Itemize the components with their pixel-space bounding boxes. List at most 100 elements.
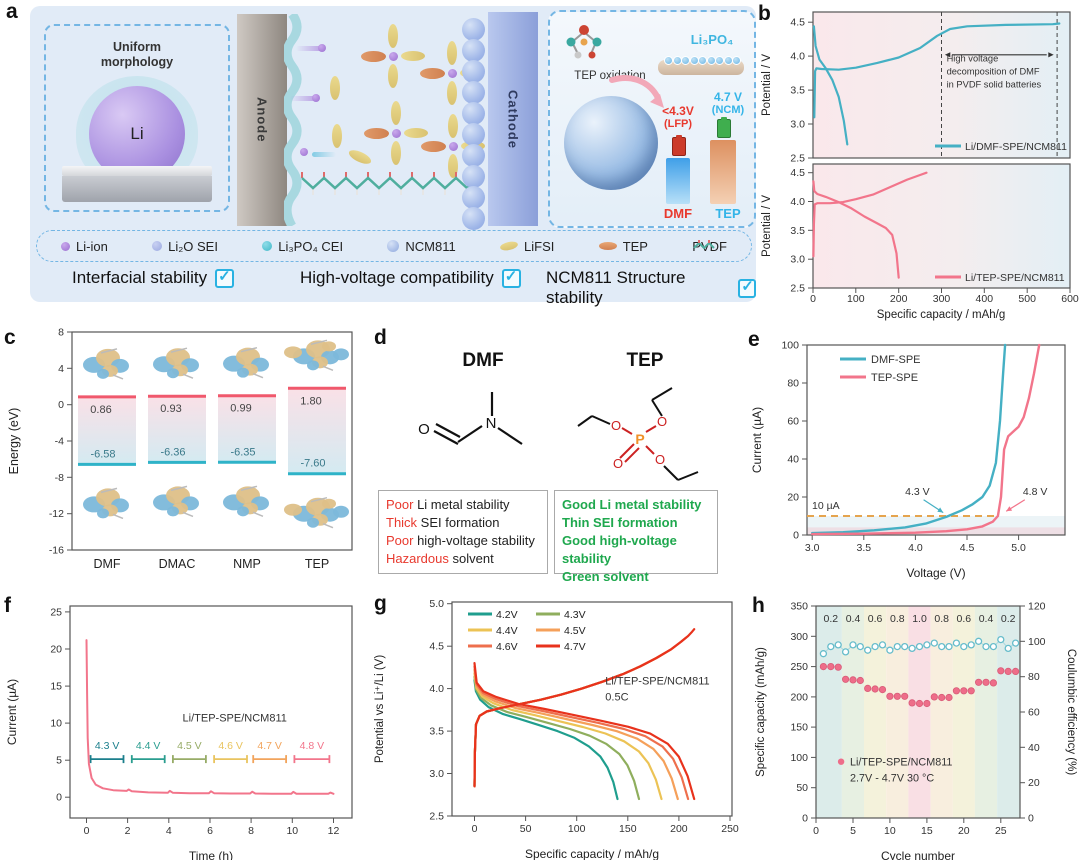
dmf-voltage-bar	[666, 158, 690, 204]
solvation-cluster	[364, 101, 428, 165]
energy-level-NMP: 0.99 -6.35 NMP	[218, 346, 276, 571]
svg-text:DMF: DMF	[93, 557, 120, 571]
svg-text:P: P	[635, 431, 644, 447]
svg-text:80: 80	[1028, 671, 1040, 683]
ncm811-sphere	[462, 165, 485, 188]
uniform-morphology-caption: Uniform morphology	[100, 40, 174, 69]
svg-text:0: 0	[793, 530, 799, 542]
svg-text:4.6V: 4.6V	[496, 641, 518, 653]
schematic-legend: Li-ion Li₂O SEI Li₃PO₄ CEI NCM811 LiFSI TEP PV…	[36, 230, 752, 262]
svg-text:-16: -16	[49, 545, 64, 557]
svg-text:Li/TEP-SPE/NCM811: Li/TEP-SPE/NCM811	[850, 757, 952, 769]
lifsi-icon	[499, 240, 519, 252]
ncm811-particle	[564, 96, 658, 190]
panel-g-label: g	[374, 592, 387, 615]
svg-text:4.7V: 4.7V	[564, 641, 586, 653]
ncm811-sphere	[462, 81, 485, 104]
svg-text:0.2: 0.2	[823, 613, 838, 625]
svg-text:5: 5	[56, 755, 62, 767]
chart-b: 2.5 3.0 3.5 4.0 4.5 2.5 3.0 3.5 4.0 4.5 0 100 200 300…	[761, 11, 1079, 321]
panel-h-label: h	[752, 594, 765, 617]
panel-e-label: e	[748, 328, 760, 351]
svg-text:-6.36: -6.36	[160, 446, 185, 458]
svg-text:Specific capacity / mAh/g: Specific capacity / mAh/g	[877, 309, 1005, 321]
svg-text:O: O	[613, 456, 623, 471]
legend-item: NCM811	[387, 239, 456, 254]
lifsi-anion	[330, 76, 340, 100]
stability-check: Interfacial stability	[72, 267, 235, 288]
svg-text:40: 40	[787, 454, 799, 466]
svg-text:120: 120	[1028, 601, 1046, 613]
panel-f-label: f	[4, 594, 11, 617]
svg-text:TEP-SPE: TEP-SPE	[871, 372, 918, 384]
svg-text:0.4: 0.4	[846, 613, 861, 625]
checkbox-icon	[501, 267, 521, 288]
svg-text:4.5: 4.5	[790, 167, 805, 179]
svg-text:25: 25	[995, 825, 1007, 837]
series-4.5V	[473, 645, 679, 801]
battery-icon-green	[717, 117, 731, 138]
svg-text:4.0: 4.0	[908, 542, 923, 554]
series-4.6V	[473, 636, 690, 801]
svg-text:50: 50	[520, 823, 532, 835]
svg-text:-7.60: -7.60	[300, 458, 325, 470]
svg-text:3.5: 3.5	[790, 225, 805, 237]
oxidation-arrow	[609, 75, 664, 108]
series-tep-spe-current	[85, 639, 335, 795]
lifsi-anion	[332, 124, 342, 148]
tep-structure: P O O O O	[577, 387, 699, 481]
svg-text:150: 150	[619, 823, 637, 835]
svg-text:DMAC: DMAC	[159, 557, 196, 571]
series-efficiency	[819, 635, 1020, 658]
svg-text:N: N	[486, 415, 497, 432]
li2o-icon	[152, 241, 163, 251]
ncm811-sphere	[462, 60, 485, 83]
svg-text:4.0: 4.0	[790, 196, 805, 208]
stability-check: High-voltage compatibility	[300, 267, 521, 288]
dmf-property: Thick SEI formation	[386, 515, 500, 530]
svg-text:0: 0	[1028, 813, 1034, 825]
svg-text:O: O	[418, 421, 430, 438]
svg-text:5: 5	[850, 825, 856, 837]
svg-text:500: 500	[1018, 293, 1036, 305]
svg-text:15: 15	[921, 825, 933, 837]
svg-text:4.8 V: 4.8 V	[1023, 486, 1048, 498]
svg-text:100: 100	[781, 340, 799, 352]
chart-c: -16 -12 -8 -4 0 4 8 Energy (eV) 0.86 -6.58 DMF 0.93…	[7, 327, 353, 571]
svg-text:200: 200	[670, 823, 688, 835]
svg-text:4.7 V: 4.7 V	[257, 740, 282, 752]
svg-text:0.4: 0.4	[979, 613, 994, 625]
svg-text:decomposition of DMF: decomposition of DMF	[947, 67, 1040, 77]
svg-text:4.0: 4.0	[790, 51, 805, 63]
svg-text:600: 600	[1061, 293, 1079, 305]
svg-text:25: 25	[50, 606, 62, 618]
svg-text:-12: -12	[49, 508, 64, 520]
svg-text:20: 20	[787, 492, 799, 504]
sei-wave	[284, 14, 302, 226]
li-morphology-inset: Uniform morphology Li	[44, 24, 230, 212]
ncm811-sphere	[462, 39, 485, 62]
svg-text:6: 6	[207, 825, 213, 837]
svg-text:200: 200	[790, 691, 808, 703]
svg-text:4: 4	[58, 363, 64, 375]
dmf-note-label: (LFP)	[663, 118, 693, 130]
svg-text:Voltage (V): Voltage (V)	[906, 566, 965, 580]
svg-text:10 µA: 10 µA	[812, 500, 840, 512]
dmf-properties-box: Poor Li metal stability Thick SEI formati…	[378, 490, 548, 574]
svg-text:0: 0	[810, 293, 816, 305]
svg-text:400: 400	[976, 293, 994, 305]
svg-text:4.8 V: 4.8 V	[300, 740, 325, 752]
svg-text:0.93: 0.93	[160, 403, 181, 415]
svg-text:4.3V: 4.3V	[564, 609, 586, 621]
svg-text:Potential vs Li⁺/Li (V): Potential vs Li⁺/Li (V)	[374, 655, 386, 764]
panel-d-label: d	[374, 326, 387, 349]
svg-text:300: 300	[933, 293, 951, 305]
li3po4-label: Li₃PO₄	[690, 32, 734, 47]
pvdf-chain	[301, 172, 479, 195]
svg-text:4.5: 4.5	[429, 641, 444, 653]
tep-molecule-icon	[566, 25, 602, 59]
energy-level-DMAC: 0.93 -6.36 DMAC	[148, 347, 206, 571]
svg-text:3.0: 3.0	[805, 542, 820, 554]
